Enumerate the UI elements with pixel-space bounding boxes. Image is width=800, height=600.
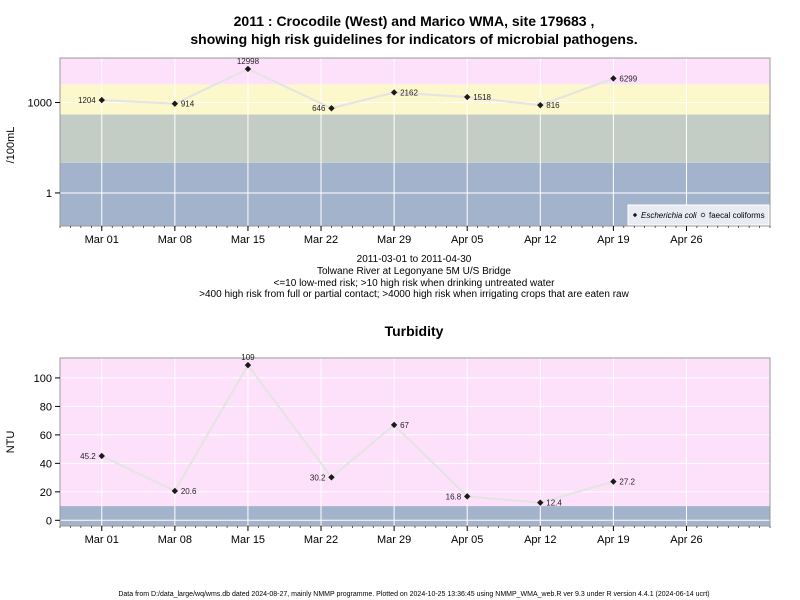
- chart2-point-4: [390, 421, 398, 429]
- chart2-point-2: [244, 361, 252, 369]
- chart2-xtick-label-7: Apr 19: [597, 534, 629, 546]
- risk-guideline-line2: >400 high risk from full or partial cont…: [199, 289, 629, 300]
- chart2-band-0: [60, 506, 770, 526]
- chart1-title-line1: 2011 : Crocodile (West) and Marico WMA, …: [234, 13, 595, 29]
- chart2-ytick-label-0: 0: [46, 515, 52, 527]
- chart1-series-line-0: [101, 67, 614, 110]
- chart2-band-1: [60, 358, 770, 507]
- chart2-point-1: [171, 487, 179, 495]
- chart1-data-label-4: 2162: [400, 88, 418, 97]
- chart2-y-axis-label: NTU: [5, 431, 17, 454]
- chart1-xtick-label-7: Apr 19: [597, 234, 629, 246]
- chart1-xtick-label-1: Mar 08: [158, 234, 192, 246]
- chart2-xtick-label-1: Mar 08: [158, 534, 192, 546]
- chart2-xtick-label-3: Mar 22: [304, 534, 338, 546]
- chart1-plot-area: 1 1000 Mar 01 Mar 08 Mar 15 Mar 22 Mar 29 Apr 0…: [28, 57, 771, 246]
- chart2-xtick-label-8: Apr 26: [670, 534, 702, 546]
- chart2-xtick-label-5: Apr 05: [451, 534, 483, 546]
- chart1-point-7: [610, 75, 617, 82]
- chart1-ytick-label-0: 1: [46, 188, 52, 200]
- chart1-point-4: [390, 89, 398, 96]
- chart2-point-5: [464, 493, 471, 500]
- chart1-data-label-2: 12998: [237, 57, 260, 66]
- chart2-point-7: [610, 478, 617, 485]
- chart1-ytick-label-1: 1000: [28, 98, 52, 110]
- chart1-xtick-label-0: Mar 01: [85, 234, 119, 246]
- chart2-ytick-label-3: 60: [40, 430, 52, 442]
- chart1-band-2: [60, 84, 770, 115]
- chart2-ytick-label-2: 40: [40, 458, 52, 470]
- chart1-point-6: [537, 101, 544, 109]
- chart1-y-axis-label: /100mL: [5, 127, 17, 164]
- chart1-xtick-label-5: Apr 05: [451, 234, 483, 246]
- chart2-data-label-6: 12.4: [546, 499, 562, 508]
- chart1-point-0: [98, 96, 105, 104]
- chart1-data-label-0: 1204: [78, 96, 96, 105]
- chart2-ytick-label-5: 100: [34, 373, 52, 385]
- chart2-plot-area: 0 20 40 60 80 100 Mar 01 Mar 08 Mar 15 Mar 22 Mar …: [34, 353, 771, 546]
- chart1-xtick-label-4: Mar 29: [377, 234, 411, 246]
- chart1-point-3: [328, 105, 335, 112]
- legend-marker-0: [632, 212, 638, 218]
- chart2-title: Turbidity: [385, 323, 444, 339]
- chart2-xtick-label-2: Mar 15: [231, 534, 265, 546]
- chart1-data-label-7: 6299: [619, 74, 637, 83]
- chart2-data-label-7: 27.2: [619, 478, 635, 487]
- chart2-xtick-label-6: Apr 12: [524, 534, 556, 546]
- chart1-title-line2: showing high risk guidelines for indicat…: [190, 31, 637, 47]
- chart2-data-label-3: 30.2: [310, 473, 326, 482]
- site-subtitle: Tolwane River at Legonyane 5M U/S Bridge: [317, 266, 511, 277]
- chart1-point-1: [171, 100, 179, 107]
- chart1-xtick-label-3: Mar 22: [304, 234, 338, 246]
- legend-label-1: faecal coliforms: [709, 211, 765, 220]
- chart2-data-label-0: 45.2: [80, 452, 96, 461]
- chart1-band-1: [60, 114, 770, 163]
- chart2-data-label-5: 16.8: [446, 492, 462, 501]
- chart2-data-label-2: 109: [241, 353, 255, 362]
- chart2-point-6: [537, 499, 544, 506]
- chart1-band-3: [60, 58, 770, 85]
- chart1-xtick-label-6: Apr 12: [524, 234, 556, 246]
- chart2-xtick-label-4: Mar 29: [377, 534, 411, 546]
- legend-label-0: Escherichia coli: [641, 211, 697, 220]
- chart2-point-3: [328, 474, 335, 481]
- chart2-xtick-label-0: Mar 01: [85, 534, 119, 546]
- chart1-data-label-1: 914: [181, 100, 195, 109]
- risk-guideline-line1: <=10 low-med risk; >10 high risk when dr…: [274, 278, 556, 289]
- chart1-xtick-label-8: Apr 26: [670, 234, 702, 246]
- chart1-data-label-6: 816: [546, 101, 560, 110]
- chart1-point-5: [464, 93, 471, 101]
- chart1-point-2: [244, 65, 252, 73]
- chart2-ytick-label-4: 80: [40, 401, 52, 413]
- chart2-point-0: [98, 452, 105, 460]
- chart2-data-label-1: 20.6: [181, 487, 197, 496]
- legend-box: [627, 204, 770, 226]
- chart2-data-label-4: 67: [400, 421, 409, 430]
- date-range-subtitle: 2011-03-01 to 2011-04-30: [357, 254, 472, 265]
- chart1-xtick-label-2: Mar 15: [231, 234, 265, 246]
- chart2-series-line-0: [101, 363, 614, 504]
- chart1-data-label-5: 1518: [473, 93, 491, 102]
- legend-marker-1: [700, 212, 706, 218]
- chart1-data-label-3: 646: [312, 104, 326, 113]
- chart2-ytick-label-1: 20: [40, 487, 52, 499]
- footer-note: Data from D:/data_large/wq/wms.db dated …: [118, 591, 709, 598]
